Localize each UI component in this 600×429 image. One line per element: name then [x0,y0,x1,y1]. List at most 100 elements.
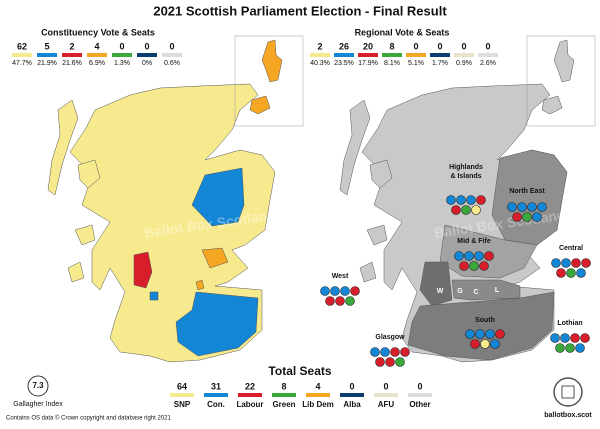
vote-share: 0% [142,60,152,67]
total-seats: 0 [383,381,388,391]
title: 2021 Scottish Parliament Election - Fina… [153,3,447,18]
region-label: North East [509,188,545,195]
region-label: Lothian [557,320,582,327]
vote-share: 40.3% [310,60,330,67]
regional-seat [464,251,474,261]
region-label: Glasgow [375,334,405,341]
region-label: Central [559,245,583,252]
vote-share: 0.9% [456,60,472,67]
regional-seat [385,357,395,367]
party-name: Other [409,400,430,409]
map-letter: W [437,288,444,295]
party-swatch [306,393,330,397]
map-letter: C [473,289,478,296]
region-label: Highlands [449,164,483,171]
vote-share: 6.9% [89,60,105,67]
party-swatch [37,53,57,57]
party-swatch [238,393,262,397]
regional-seat [565,343,575,353]
regional-seat [512,212,522,222]
seat-count: 2 [317,41,322,51]
regional-seat [395,357,405,367]
regional-seat [479,261,489,271]
vote-share: 2.6% [480,60,496,67]
party-swatch [454,53,474,57]
regional-seat [469,261,479,271]
region-label: West [332,273,349,280]
regional-seat [570,333,580,343]
regional-seat [485,329,495,339]
vote-share: 8.1% [384,60,400,67]
total-seats: 31 [211,381,221,391]
seat-count: 4 [94,41,99,51]
seat-count: 0 [169,41,174,51]
regional-seat [320,286,330,296]
regional-seat [461,205,471,215]
hebrides [47,99,79,196]
constituency-map [47,35,304,363]
skye [77,159,101,189]
regional-seat [480,339,490,349]
total-seats: 0 [417,381,422,391]
regional-seat [476,195,486,205]
orkney [541,95,563,115]
vote-share: 21.6% [62,60,82,67]
regional-seat [532,212,542,222]
vote-share: 5.1% [408,60,424,67]
party-swatch [358,53,378,57]
vote-share: 47.7% [12,60,32,67]
vote-share: 1.7% [432,60,448,67]
party-name: Green [272,400,295,409]
regional-seat [566,268,576,278]
party-swatch [204,393,228,397]
regional-seat [475,329,485,339]
west-region [419,261,453,307]
orkney [249,95,271,115]
aberdeenshire-seat [191,167,245,227]
gallagher-label: Gallagher Index [13,401,63,408]
map-letter: L [495,287,500,294]
regional-seat [571,258,581,268]
eastwood-seat [149,291,159,301]
total-seats: 8 [281,381,286,391]
regional-seat [561,258,571,268]
regional-seat [560,333,570,343]
total-seats: 4 [315,381,320,391]
constituency-heading: Constituency Vote & Seats [41,27,155,37]
seat-count: 5 [44,41,49,51]
seat-count: 20 [363,41,373,51]
party-swatch [334,53,354,57]
party-name: AFU [378,400,395,409]
regional-seat [456,195,466,205]
regional-seat [370,347,380,357]
seat-count: 0 [485,41,490,51]
regional-seat [576,268,586,278]
libdem-seat-edinburgh [195,279,205,291]
regional-seat [340,286,350,296]
islay [359,261,377,283]
regional-heading: Regional Vote & Seats [355,27,450,37]
regional-seat [471,205,481,215]
regional-seat [451,205,461,215]
party-swatch [62,53,82,57]
party-name: Lib Dem [302,400,334,409]
labour-seat [133,251,153,289]
south-region [407,291,555,361]
regional-seat [466,195,476,205]
regional-seat [581,258,591,268]
regional-seat [522,212,532,222]
inset-box [234,35,304,127]
islay [67,261,85,283]
mull [366,224,388,246]
regional-seat [325,296,335,306]
total-seats: 0 [349,381,354,391]
regional-seat [555,343,565,353]
party-swatch [382,53,402,57]
party-swatch [310,53,330,57]
vote-share: 21.9% [37,60,57,67]
party-swatch [12,53,32,57]
party-name: Labour [236,400,263,409]
regional-seat [470,339,480,349]
map-letter: G [457,288,463,295]
